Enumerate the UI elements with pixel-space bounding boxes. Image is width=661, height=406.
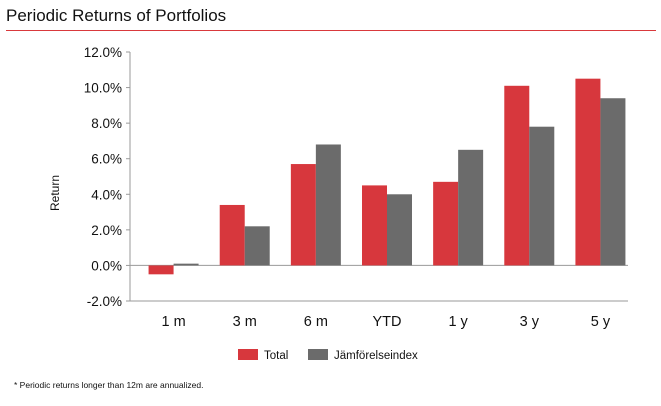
- y-axis-label: Return: [48, 175, 62, 211]
- legend-swatch: [238, 349, 258, 360]
- y-axis-ticks: -2.0% 0.0% 2.0% 4.0% 6.0% 8.0% 10.0% 12.0%: [84, 45, 130, 309]
- y-tick-label: 4.0%: [91, 187, 122, 202]
- y-tick-label: 0.0%: [91, 258, 122, 273]
- legend-label: Jämförelseindex: [334, 350, 418, 362]
- bar-total: [433, 181, 459, 266]
- bar-total: [362, 185, 387, 266]
- x-category-label: 1 m: [161, 314, 185, 330]
- bar-total: [219, 204, 245, 266]
- title-divider: [6, 30, 656, 31]
- bar-total: [148, 265, 174, 275]
- y-tick-label: -2.0%: [87, 294, 122, 309]
- legend-swatch: [308, 349, 328, 360]
- bar-total: [575, 78, 601, 266]
- x-axis-categories: 1 m 3 m 6 m YTD 1 y 3 y 5 y: [161, 314, 610, 330]
- y-tick-label: 10.0%: [84, 81, 122, 96]
- bar-total: [290, 164, 316, 266]
- bar-benchmark: [173, 263, 199, 266]
- bar-total: [504, 85, 530, 266]
- x-category-label: 3 y: [520, 314, 540, 330]
- legend-label: Total: [264, 350, 288, 362]
- x-category-label: 6 m: [304, 314, 328, 330]
- y-tick-label: 2.0%: [91, 223, 122, 238]
- bar-benchmark: [244, 226, 270, 266]
- bar-benchmark: [458, 149, 484, 266]
- bar-benchmark: [600, 98, 626, 266]
- chart-title: Periodic Returns of Portfolios: [6, 6, 227, 25]
- bar-benchmark: [529, 126, 555, 266]
- legend: Total Jämförelseindex: [238, 349, 418, 362]
- y-tick-label: 8.0%: [91, 116, 122, 131]
- plot-area: [129, 52, 628, 302]
- x-category-label: 3 m: [233, 314, 257, 330]
- x-category-label: YTD: [373, 314, 402, 330]
- bar-benchmark: [315, 144, 341, 266]
- footnote: * Periodic returns longer than 12m are a…: [14, 380, 204, 390]
- x-category-label: 5 y: [591, 314, 611, 330]
- bar-benchmark: [387, 194, 412, 266]
- y-tick-label: 12.0%: [84, 45, 122, 60]
- y-tick-label: 6.0%: [91, 152, 122, 167]
- x-category-label: 1 y: [448, 314, 468, 330]
